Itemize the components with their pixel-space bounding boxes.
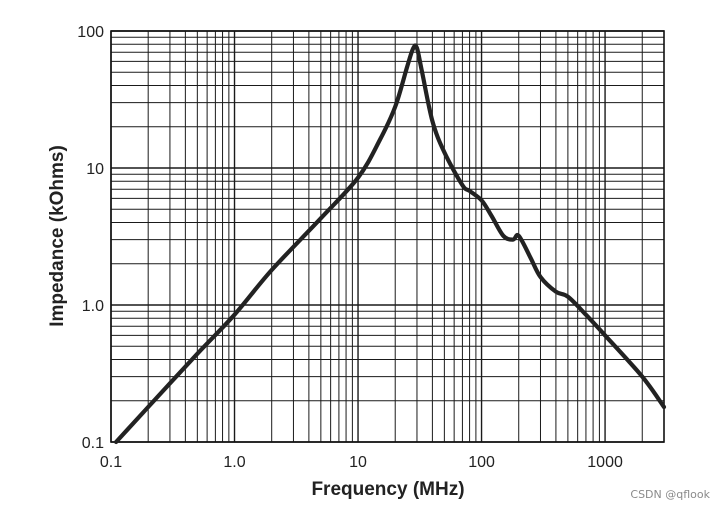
y-tick-label: 100 — [77, 24, 104, 41]
x-axis-title: Frequency (MHz) — [311, 479, 464, 500]
plot-frame — [110, 30, 665, 443]
x-tick-label: 1000 — [587, 454, 623, 471]
watermark-text: CSDN @qflook — [630, 488, 710, 501]
x-tick-label: 1.0 — [223, 454, 245, 471]
grid-lines — [110, 30, 665, 443]
y-tick-label: 10 — [86, 161, 104, 178]
series-layer — [114, 43, 667, 445]
plot-border — [110, 30, 665, 443]
y-axis-title: Impedance (kOhms) — [47, 145, 68, 327]
y-tick-label: 0.1 — [82, 435, 104, 452]
y-tick-label: 1.0 — [82, 298, 104, 315]
impedance-curve — [114, 43, 667, 445]
y-tick-labels: 0.1 1.0 10 100 — [77, 24, 104, 452]
x-tick-labels: 0.1 1.0 10 100 1000 — [100, 454, 623, 471]
x-tick-label: 10 — [349, 454, 367, 471]
x-tick-label: 0.1 — [100, 454, 122, 471]
x-tick-label: 100 — [468, 454, 495, 471]
